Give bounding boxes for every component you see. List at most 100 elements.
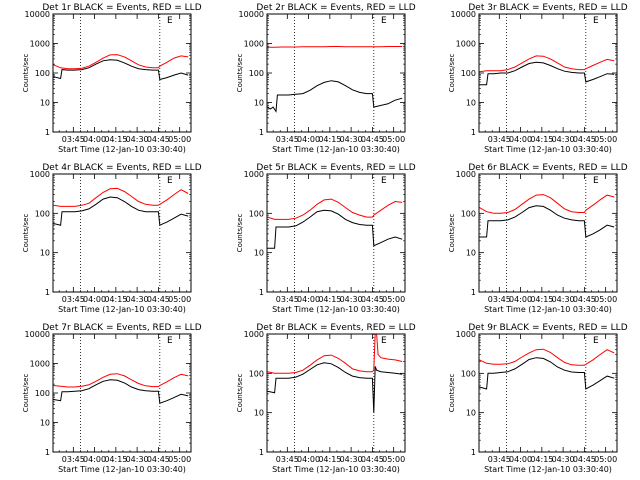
y-tick-label: 100 <box>249 69 264 78</box>
corner-mark: E <box>381 176 387 186</box>
panel-title: Det 7r BLACK = Events, RED = LLD <box>42 323 201 333</box>
y-tick-label: 1 <box>45 128 50 137</box>
plot-frame <box>478 333 618 453</box>
x-tick-label: 05:00 <box>594 455 617 464</box>
x-tick-label: 04:45 <box>147 455 170 464</box>
y-tick-label: 1000 <box>30 360 50 369</box>
panel-title: Det 5r BLACK = Events, RED = LLD <box>256 163 415 173</box>
x-tick-label: 04:15 <box>104 455 127 464</box>
y-tick-label: 1 <box>471 288 476 297</box>
plot-frame <box>52 13 192 133</box>
x-tick-label: 04:45 <box>573 295 596 304</box>
y-tick-label: 100 <box>35 69 50 78</box>
x-tick-label: 04:00 <box>83 295 106 304</box>
events-series-line <box>53 196 189 226</box>
y-axis-label: Counts/sec <box>22 374 30 413</box>
x-tick-label: 03:45 <box>62 295 85 304</box>
x-tick-label: 04:30 <box>340 135 363 144</box>
corner-mark: E <box>593 336 599 346</box>
y-tick-label: 100 <box>35 209 50 218</box>
y-tick-label: 1 <box>259 288 264 297</box>
lld-series-line <box>479 194 615 214</box>
events-series-line <box>479 357 615 390</box>
y-tick-label: 100 <box>461 209 476 218</box>
x-tick-label: 04:00 <box>297 135 320 144</box>
y-axis-label: Counts/sec <box>448 54 456 93</box>
x-tick-label: 04:00 <box>83 135 106 144</box>
x-tick-label: 04:30 <box>552 295 575 304</box>
x-tick-label: 03:45 <box>488 295 511 304</box>
y-tick-label: 10 <box>254 99 264 108</box>
y-axis-label: Counts/sec <box>22 54 30 93</box>
x-axis-label: Start Time (12-Jan-10 03:30:40) <box>58 145 186 154</box>
x-axis-label: Start Time (12-Jan-10 03:30:40) <box>272 465 400 474</box>
x-tick-label: 04:15 <box>530 295 553 304</box>
y-tick-label: 10 <box>40 99 50 108</box>
panel-title: Det 2r BLACK = Events, RED = LLD <box>256 3 415 13</box>
panel-det-6r: Det 6r BLACK = Events, RED = LLD 1 10 100 10… <box>448 163 628 314</box>
lld-series-line <box>267 46 403 48</box>
y-tick-label: 1000 <box>456 40 476 49</box>
panel-title: Det 3r BLACK = Events, RED = LLD <box>468 3 627 13</box>
y-tick-label: 10 <box>466 99 476 108</box>
events-series-line <box>267 80 403 113</box>
x-tick-label: 03:45 <box>62 455 85 464</box>
x-tick-label: 04:30 <box>552 455 575 464</box>
x-tick-label: 05:00 <box>594 295 617 304</box>
y-axis-label: Counts/sec <box>448 374 456 413</box>
plot-frame <box>266 333 406 453</box>
x-tick-label: 05:00 <box>594 135 617 144</box>
x-axis-label: Start Time (12-Jan-10 03:30:40) <box>272 145 400 154</box>
x-tick-label: 05:00 <box>168 455 191 464</box>
events-series-line <box>53 379 189 404</box>
y-tick-label: 10 <box>254 249 264 258</box>
plot-frame <box>478 173 618 293</box>
x-tick-label: 04:00 <box>83 455 106 464</box>
plot-frame <box>266 13 406 133</box>
y-tick-label: 1 <box>45 448 50 457</box>
plot-frame <box>52 173 192 293</box>
panel-title: Det 1r BLACK = Events, RED = LLD <box>42 3 201 13</box>
y-tick-label: 100 <box>35 389 50 398</box>
x-tick-label: 04:30 <box>340 295 363 304</box>
x-tick-label: 05:00 <box>382 455 405 464</box>
panel-title: Det 8r BLACK = Events, RED = LLD <box>256 323 415 333</box>
plot-frame <box>266 173 406 293</box>
y-axis-label: Counts/sec <box>448 214 456 253</box>
y-tick-label: 10 <box>40 249 50 258</box>
corner-mark: E <box>381 336 387 346</box>
x-tick-label: 04:45 <box>573 135 596 144</box>
x-tick-label: 04:15 <box>104 295 127 304</box>
lld-series-line <box>267 333 403 374</box>
panel-det-4r: Det 4r BLACK = Events, RED = LLD 1 10 100 10… <box>22 163 202 314</box>
x-tick-label: 03:45 <box>276 295 299 304</box>
x-tick-label: 05:00 <box>168 295 191 304</box>
y-tick-label: 1000 <box>244 330 264 339</box>
y-tick-label: 10000 <box>451 10 476 19</box>
y-tick-label: 100 <box>461 369 476 378</box>
x-tick-label: 05:00 <box>168 135 191 144</box>
lld-series-line <box>479 348 615 366</box>
y-tick-label: 100 <box>249 209 264 218</box>
x-axis-label: Start Time (12-Jan-10 03:30:40) <box>484 305 612 314</box>
y-tick-label: 1000 <box>244 40 264 49</box>
lld-series-line <box>53 54 189 70</box>
x-tick-label: 04:45 <box>573 455 596 464</box>
y-tick-label: 10 <box>254 409 264 418</box>
x-tick-label: 04:00 <box>297 455 320 464</box>
panel-det-1r: Det 1r BLACK = Events, RED = LLD 1 10 100 10… <box>22 3 202 154</box>
events-series-line <box>267 362 403 413</box>
y-tick-label: 1000 <box>456 330 476 339</box>
x-tick-label: 03:45 <box>488 455 511 464</box>
y-tick-label: 100 <box>461 69 476 78</box>
x-tick-label: 04:45 <box>361 295 384 304</box>
plot-frame <box>478 13 618 133</box>
x-tick-label: 04:00 <box>509 295 532 304</box>
x-tick-label: 03:45 <box>276 455 299 464</box>
y-tick-label: 1000 <box>30 40 50 49</box>
y-tick-label: 1000 <box>456 170 476 179</box>
y-tick-label: 1 <box>259 128 264 137</box>
corner-mark: E <box>593 176 599 186</box>
x-tick-label: 03:45 <box>62 135 85 144</box>
